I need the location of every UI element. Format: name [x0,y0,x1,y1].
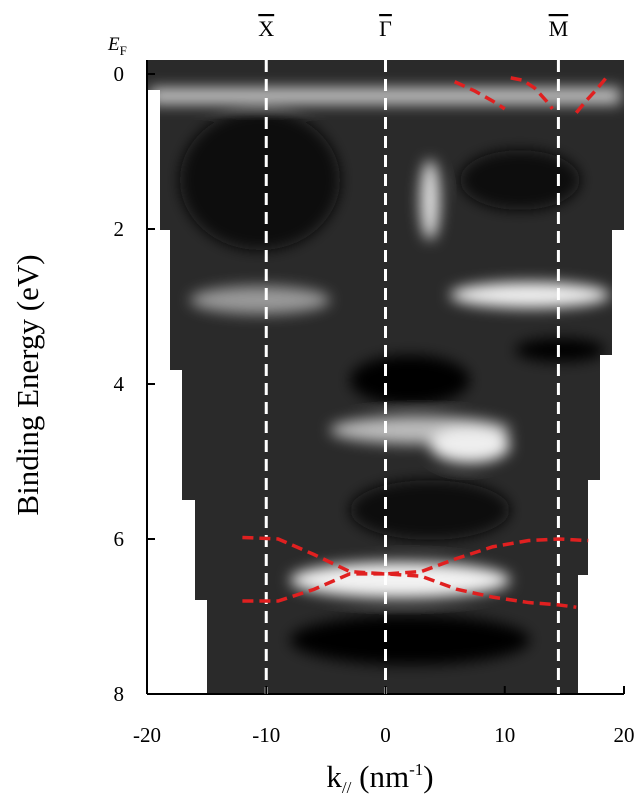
band-line [242,535,589,576]
y-tick-label: 8 [114,682,125,706]
x-label-part: ) [423,759,433,794]
band-line [510,76,554,110]
fermi-label: EF [107,34,127,58]
x-tick-label: -20 [133,723,161,747]
band-line [574,76,608,114]
x-tick-label: -10 [252,723,280,747]
x-label-part: (nm [351,759,409,794]
symmetry-label: Γ [379,16,392,41]
y-tick-label: 0 [114,62,125,86]
y-tick-label: 6 [114,527,125,551]
y-axis-label: Binding Energy (eV) [10,254,45,515]
symmetry-label: M [549,16,569,41]
fermi-label-part: F [120,43,127,58]
x-label-part: // [342,778,352,796]
symmetry-label: X [258,16,274,41]
x-tick-label: 10 [494,723,515,747]
intensity-features [150,88,620,665]
x-label-part: k [326,759,342,794]
x-tick-label: 20 [614,723,635,747]
x-axis-label: k// (nm-1) [326,759,433,796]
fermi-label-part: E [107,34,120,55]
x-tick-label: 0 [380,723,391,747]
y-tick-label: 2 [114,217,125,241]
band-line [242,572,577,609]
y-tick-label: 4 [114,372,125,396]
x-label-part: -1 [409,760,423,779]
